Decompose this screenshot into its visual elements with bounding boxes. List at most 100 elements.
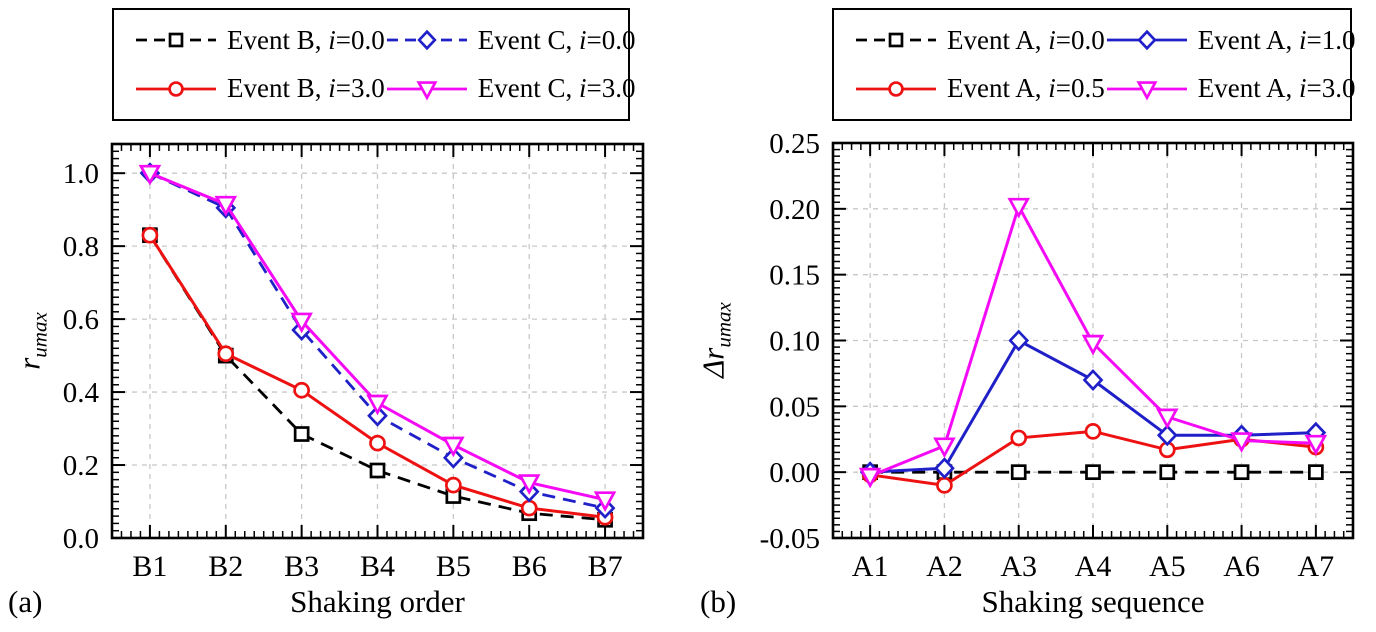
y-tick-label-0.0: 0.0 [63,523,99,555]
x-tick-label-B4: B4 [360,550,395,583]
triangle-down-marker-icon [933,437,956,459]
y-tick-label--0.05: -0.05 [760,523,820,555]
circle-marker-icon [888,80,904,97]
legend-label: Event A, i=0.5 [947,73,1105,104]
legend-swatch-circle-icon [136,80,216,97]
y-axis-label-b: Δrumax [695,302,736,378]
square-marker-icon [1159,464,1176,481]
y-tick-label-0.8: 0.8 [63,231,99,263]
triangle-down-marker-icon [517,474,541,495]
panel-tag-a: (a) [8,584,43,619]
circle-marker-icon [1084,423,1102,440]
x-tick-label-A5: A5 [1149,550,1186,583]
x-tick-label-B7: B7 [588,550,623,583]
legend-label: Event B, i=0.0 [227,24,385,55]
diamond-marker-icon [1082,369,1104,391]
series-Event C, i=3.0 [138,164,617,513]
series-Event A, i=3.0 [858,197,1328,489]
x-tick-labels: B1 B2 B3 B4 B5 B6 B7 [132,550,622,583]
legend-b: Event A, i=0.0 Event A, i=0.5 Event A, i=1… [832,8,1356,121]
square-marker-icon [293,426,310,442]
panel-b: A1 A2 A3 A4 A5 A6 A7 -0.05 0.00 0.05 0.10 0.15 0.20 0… [690,0,1376,632]
y-tick-label-0.25: 0.25 [769,128,820,160]
chart-b-plot: A1 A2 A3 A4 A5 A6 A7 -0.05 0.00 0.05 0.10 0.15 0.20 0… [760,128,1355,583]
legend-item: Event A, i=0.5 [854,73,1105,104]
circle-marker-icon [445,476,462,494]
legend-label: Event C, i=3.0 [477,73,636,104]
chart-a-plot: B1 B2 B3 B4 B5 B6 B7 0.0 0.2 0.4 0.6 0.8 1.0 [63,142,645,583]
diamond-marker-icon [367,404,388,427]
circle-marker-icon [1010,429,1028,447]
ylabel-subscript: umax [27,312,52,358]
square-marker-icon [168,32,184,48]
square-marker-icon [888,32,904,48]
series-Event B, i=3.0 [141,226,614,526]
circle-marker-icon [141,226,159,244]
x-axis-label-b: Shaking sequence [981,584,1205,619]
triangle-down-marker-icon [1156,408,1179,430]
legend-label: Event A, i=1.0 [1197,24,1356,55]
ylabel-subscript: umax [711,302,736,348]
diamond-marker-icon [443,446,464,469]
panel-tag-b: (b) [700,584,737,619]
legend-item: Event A, i=0.0 [854,25,1105,56]
triangle-down-marker-icon [214,195,238,217]
y-tick-labels: -0.05 0.00 0.05 0.10 0.15 0.20 0.25 [760,128,820,555]
circle-marker-icon [217,345,235,363]
circle-marker-icon [369,434,386,452]
legend-a: Event B, i=0.0 Event B, i=3.0 Event C, i=0… [112,8,636,121]
square-marker-icon [1233,464,1250,481]
y-axis-label-a: rumax [11,312,52,370]
legend-label: Event C, i=0.0 [477,24,636,55]
x-tick-labels: A1 A2 A3 A4 A5 A6 A7 [852,550,1334,583]
triangle-down-marker-icon [1081,334,1105,356]
triangle-down-marker-icon [1230,432,1253,453]
circle-marker-icon [293,381,310,399]
x-tick-label-B2: B2 [208,550,243,583]
triangle-down-marker-icon [416,80,438,101]
ylabel-symbol: r [11,357,47,370]
legend-swatch-diamond-icon [1106,30,1187,51]
x-tick-label-B6: B6 [512,550,547,583]
legend-swatch-triangle-down-icon [1106,80,1187,101]
ylabel-symbol: r [695,347,731,360]
square-marker-icon [1308,464,1324,481]
diamond-marker-icon [1137,30,1157,51]
triangle-down-marker-icon [593,491,617,513]
ylabel-delta: Δ [695,359,731,378]
x-tick-label-A2: A2 [926,550,963,583]
triangle-down-marker-icon [1007,197,1030,219]
x-tick-label-A6: A6 [1223,550,1260,583]
axis-frame [831,141,1355,540]
y-tick-label-0.15: 0.15 [769,260,820,292]
x-tick-label-A3: A3 [1000,550,1037,583]
legend-swatch-circle-icon [856,80,936,97]
square-marker-icon [1010,464,1027,481]
legend-label: Event B, i=3.0 [227,73,385,104]
y-tick-label-0.20: 0.20 [769,194,820,226]
triangle-down-marker-icon [858,467,882,489]
triangle-down-marker-icon [1136,80,1158,101]
triangle-down-marker-icon [442,436,465,458]
legend-item: Event A, i=1.0 [1105,25,1356,56]
legend-swatch-diamond-icon [386,30,467,51]
circle-marker-icon [168,80,184,97]
y-tick-label-1.0: 1.0 [63,158,99,190]
legend-item: Event A, i=3.0 [1105,73,1356,104]
y-tick-labels: 0.0 0.2 0.4 0.6 0.8 1.0 [63,158,100,555]
diamond-marker-icon [1156,424,1178,447]
x-axis-label-a: Shaking order [290,584,465,619]
legend-label: Event A, i=3.0 [1197,73,1356,104]
y-tick-label-0.4: 0.4 [63,377,100,409]
legend-item: Event C, i=0.0 [385,25,636,56]
diamond-marker-icon [934,457,955,480]
gridlines [112,144,643,538]
legend-swatch-triangle-down-icon [386,80,467,101]
y-tick-label-0.2: 0.2 [63,450,99,482]
legend-label: Event A, i=0.0 [947,24,1105,55]
panel-a: B1 B2 B3 B4 B5 B6 B7 0.0 0.2 0.4 0.6 0.8 1.0 Event B… [8,8,645,619]
x-tick-label-B1: B1 [132,550,167,583]
legend-item: Event B, i=0.0 [134,25,385,56]
y-tick-label-0.6: 0.6 [63,304,99,336]
